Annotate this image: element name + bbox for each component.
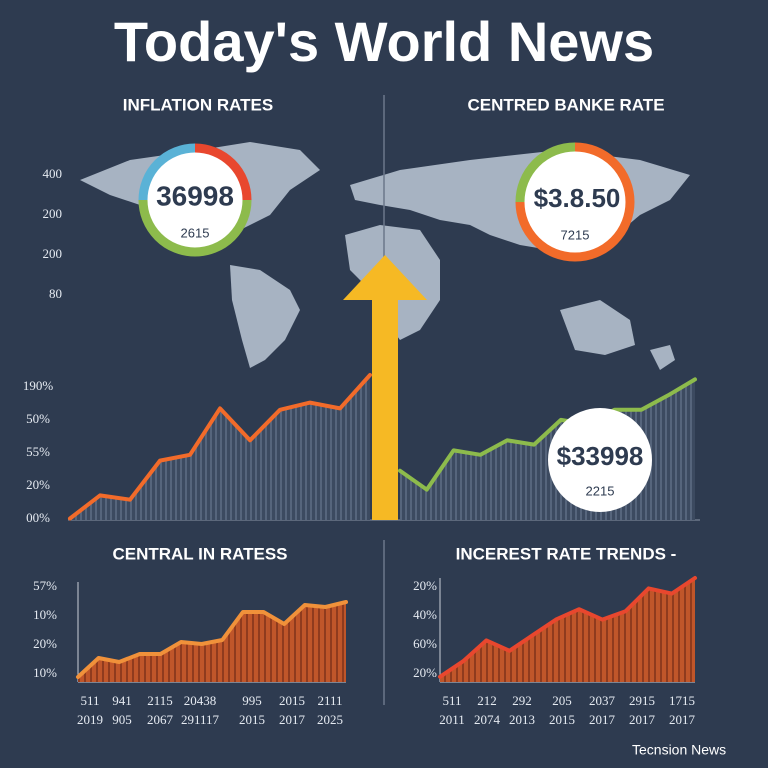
x-tick-label: 292 [512, 693, 532, 708]
x-tick-label: 1715 [669, 693, 695, 708]
y-tick-label: 40% [413, 607, 437, 622]
badge-value: $33998 [557, 441, 644, 471]
x-tick-label: 205 [552, 693, 572, 708]
x-tick-label: 905 [112, 712, 132, 727]
y-tick-label: 20% [413, 578, 437, 593]
line [76, 600, 348, 679]
x-tick-label: 291117 [181, 712, 220, 727]
x-tick-label: 2115 [147, 693, 173, 708]
x-tick-label: 2015 [279, 693, 305, 708]
area [440, 578, 695, 682]
x-tick-label: 2037 [589, 693, 616, 708]
x-tick-label: 2017 [279, 712, 306, 727]
line [68, 373, 372, 521]
x-tick-label: 2915 [629, 693, 655, 708]
y-tick-label: 55% [26, 444, 50, 459]
x-tick-label: 2067 [147, 712, 174, 727]
y-tick-label: 190% [23, 378, 54, 393]
badge-circle [548, 408, 652, 512]
y-tick-label: 60% [413, 636, 437, 651]
x-tick-label: 511 [80, 693, 99, 708]
x-tick-label: 2017 [589, 712, 616, 727]
x-tick-label: 2015 [549, 712, 575, 727]
panel-title: INFLATION RATES [123, 95, 273, 114]
badge: $33998 2215 [548, 408, 652, 512]
axis-label: 200 [43, 206, 63, 221]
x-tick-label: 2074 [474, 712, 501, 727]
arrow [343, 255, 427, 520]
y-tick-label: 10% [33, 607, 57, 622]
axis-label: 80 [49, 286, 62, 301]
y-tick-label: 50% [26, 411, 50, 426]
badge: 36998 2615 [138, 143, 252, 257]
badge-value: $3.8.50 [534, 183, 621, 213]
x-tick-label: 2013 [509, 712, 535, 727]
y-tick-label: 10% [33, 665, 57, 680]
x-tick-label: 995 [242, 693, 262, 708]
badge: $3.8.50 7215 [515, 142, 635, 262]
y-tick-label: 20% [413, 665, 437, 680]
x-tick-label: 20438 [184, 693, 217, 708]
badge-sub: 2215 [586, 483, 615, 498]
y-tick-label: 20% [26, 477, 50, 492]
line [398, 377, 697, 492]
badge-sub: 2615 [181, 225, 210, 240]
x-tick-label: 2111 [317, 693, 342, 708]
x-tick-label: 2019 [77, 712, 103, 727]
x-tick-label: 2011 [439, 712, 465, 727]
badge-sub: 7215 [561, 227, 590, 242]
badge-value: 36998 [156, 180, 234, 211]
x-tick-label: 941 [112, 693, 132, 708]
x-tick-label: 2017 [629, 712, 656, 727]
area [70, 375, 370, 520]
y-tick-label: 20% [33, 636, 57, 651]
x-tick-label: 212 [477, 693, 497, 708]
x-tick-label: 2025 [317, 712, 343, 727]
line [438, 576, 697, 679]
x-tick-label: 511 [442, 693, 461, 708]
x-tick-label: 2017 [669, 712, 696, 727]
panel-title: CENTRED BANKE RATE [467, 95, 664, 114]
x-tick-label: 2015 [239, 712, 265, 727]
axis-label: 400 [43, 166, 63, 181]
panel-title: INCEREST RATE TRENDS - [456, 544, 677, 563]
page-title: Today's World News [114, 10, 654, 73]
y-tick-label: 57% [33, 578, 57, 593]
y-tick-label: 00% [26, 510, 50, 525]
footer-credit: Tecnsion News [632, 742, 726, 758]
axis-label: 200 [43, 246, 63, 261]
panel-title: CENTRAL IN RATESS [112, 544, 287, 563]
